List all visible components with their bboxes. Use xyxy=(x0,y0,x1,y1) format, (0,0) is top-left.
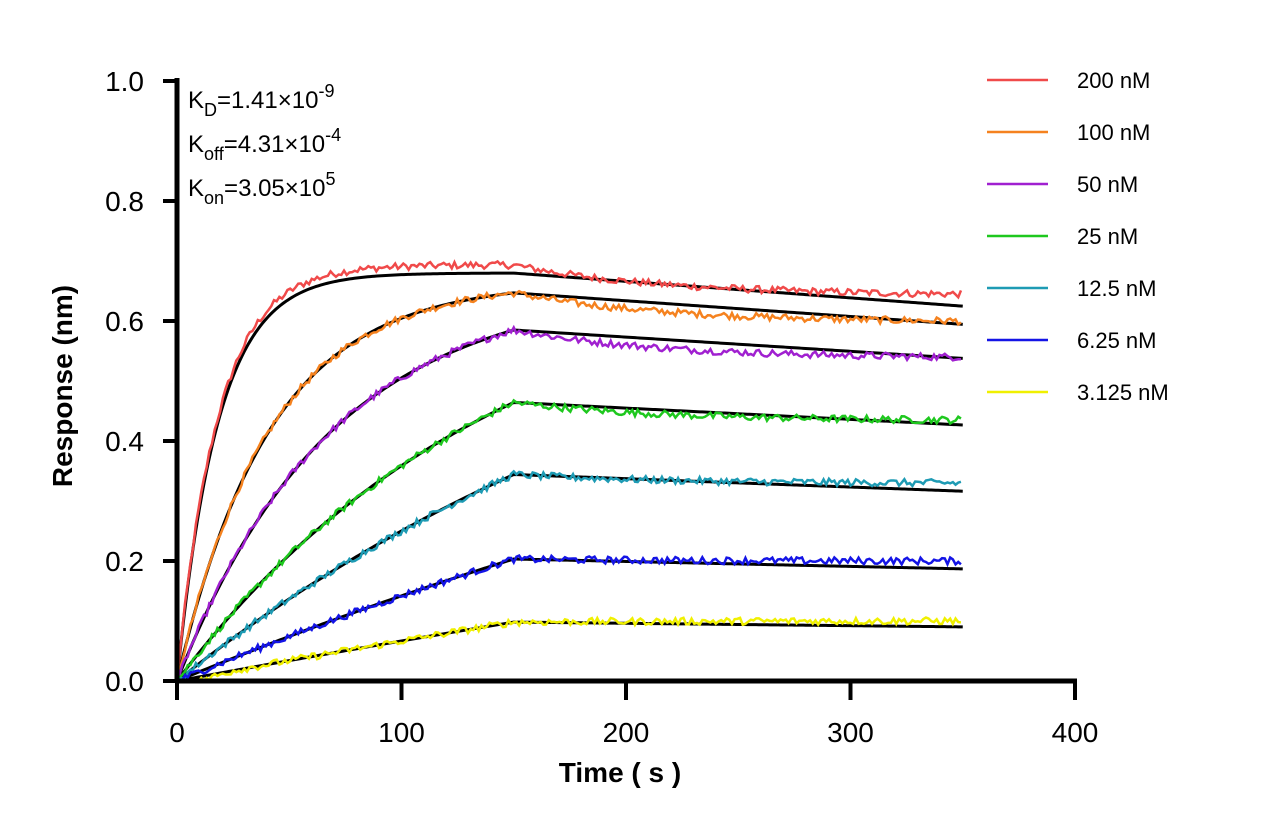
data-curve-50-nM xyxy=(175,324,961,682)
y-tick-label: 0.8 xyxy=(105,186,144,217)
x-axis-title: Time ( s ) xyxy=(559,757,681,788)
data-curve-12_5-nM xyxy=(176,469,962,682)
y-ticks: 0.0 0.2 0.4 0.6 0.8 1.0 xyxy=(105,66,177,697)
x-ticks: 0 100 200 300 400 xyxy=(169,681,1098,748)
data-curve-25-nM xyxy=(176,398,962,682)
data-curve-3_125-nM xyxy=(177,615,962,683)
legend-label: 50 nM xyxy=(1077,172,1138,197)
legend: 200 nM 100 nM 50 nM 25 nM 12.5 nM 6.25 nM 3.12… xyxy=(987,68,1169,405)
y-tick-label: 0.0 xyxy=(105,666,144,697)
y-axis-title: Response (nm) xyxy=(47,285,78,487)
kinetic-constant-off: Koff=4.31×10-4 xyxy=(188,125,341,164)
y-tick-label: 0.2 xyxy=(105,546,144,577)
legend-label: 100 nM xyxy=(1077,120,1150,145)
fit-curve xyxy=(176,472,963,683)
plot-area xyxy=(175,259,963,683)
x-tick-label: 400 xyxy=(1052,717,1099,748)
y-tick-label: 1.0 xyxy=(105,66,144,97)
kinetic-constant-D: KD=1.41×10-9 xyxy=(188,81,334,120)
data-curve-6_25-nM xyxy=(176,553,962,683)
x-tick-label: 300 xyxy=(827,717,874,748)
fit-curve xyxy=(175,271,963,682)
legend-label: 25 nM xyxy=(1077,224,1138,249)
y-tick-label: 0.6 xyxy=(105,306,144,337)
data-curve-100-nM xyxy=(175,289,962,682)
kinetic-constant-on: Kon=3.05×105 xyxy=(188,169,336,208)
y-tick-label: 0.4 xyxy=(105,426,144,457)
data-curve-200-nM xyxy=(175,259,963,682)
legend-label: 12.5 nM xyxy=(1077,276,1157,301)
axes: 0.0 0.2 0.4 0.6 0.8 1.0 0 100 200 300 400 xyxy=(105,66,1098,748)
fit-curve xyxy=(175,400,963,682)
fit-curve xyxy=(175,328,963,682)
x-tick-label: 100 xyxy=(378,717,425,748)
legend-label: 200 nM xyxy=(1077,68,1150,93)
kinetic-constants: KD=1.41×10-9 Koff=4.31×10-4 Kon=3.05×105 xyxy=(188,81,341,208)
x-tick-label: 200 xyxy=(603,717,650,748)
x-tick-label: 0 xyxy=(169,717,185,748)
legend-label: 6.25 nM xyxy=(1077,328,1157,353)
legend-label: 3.125 nM xyxy=(1077,380,1169,405)
data-curves xyxy=(175,259,963,683)
